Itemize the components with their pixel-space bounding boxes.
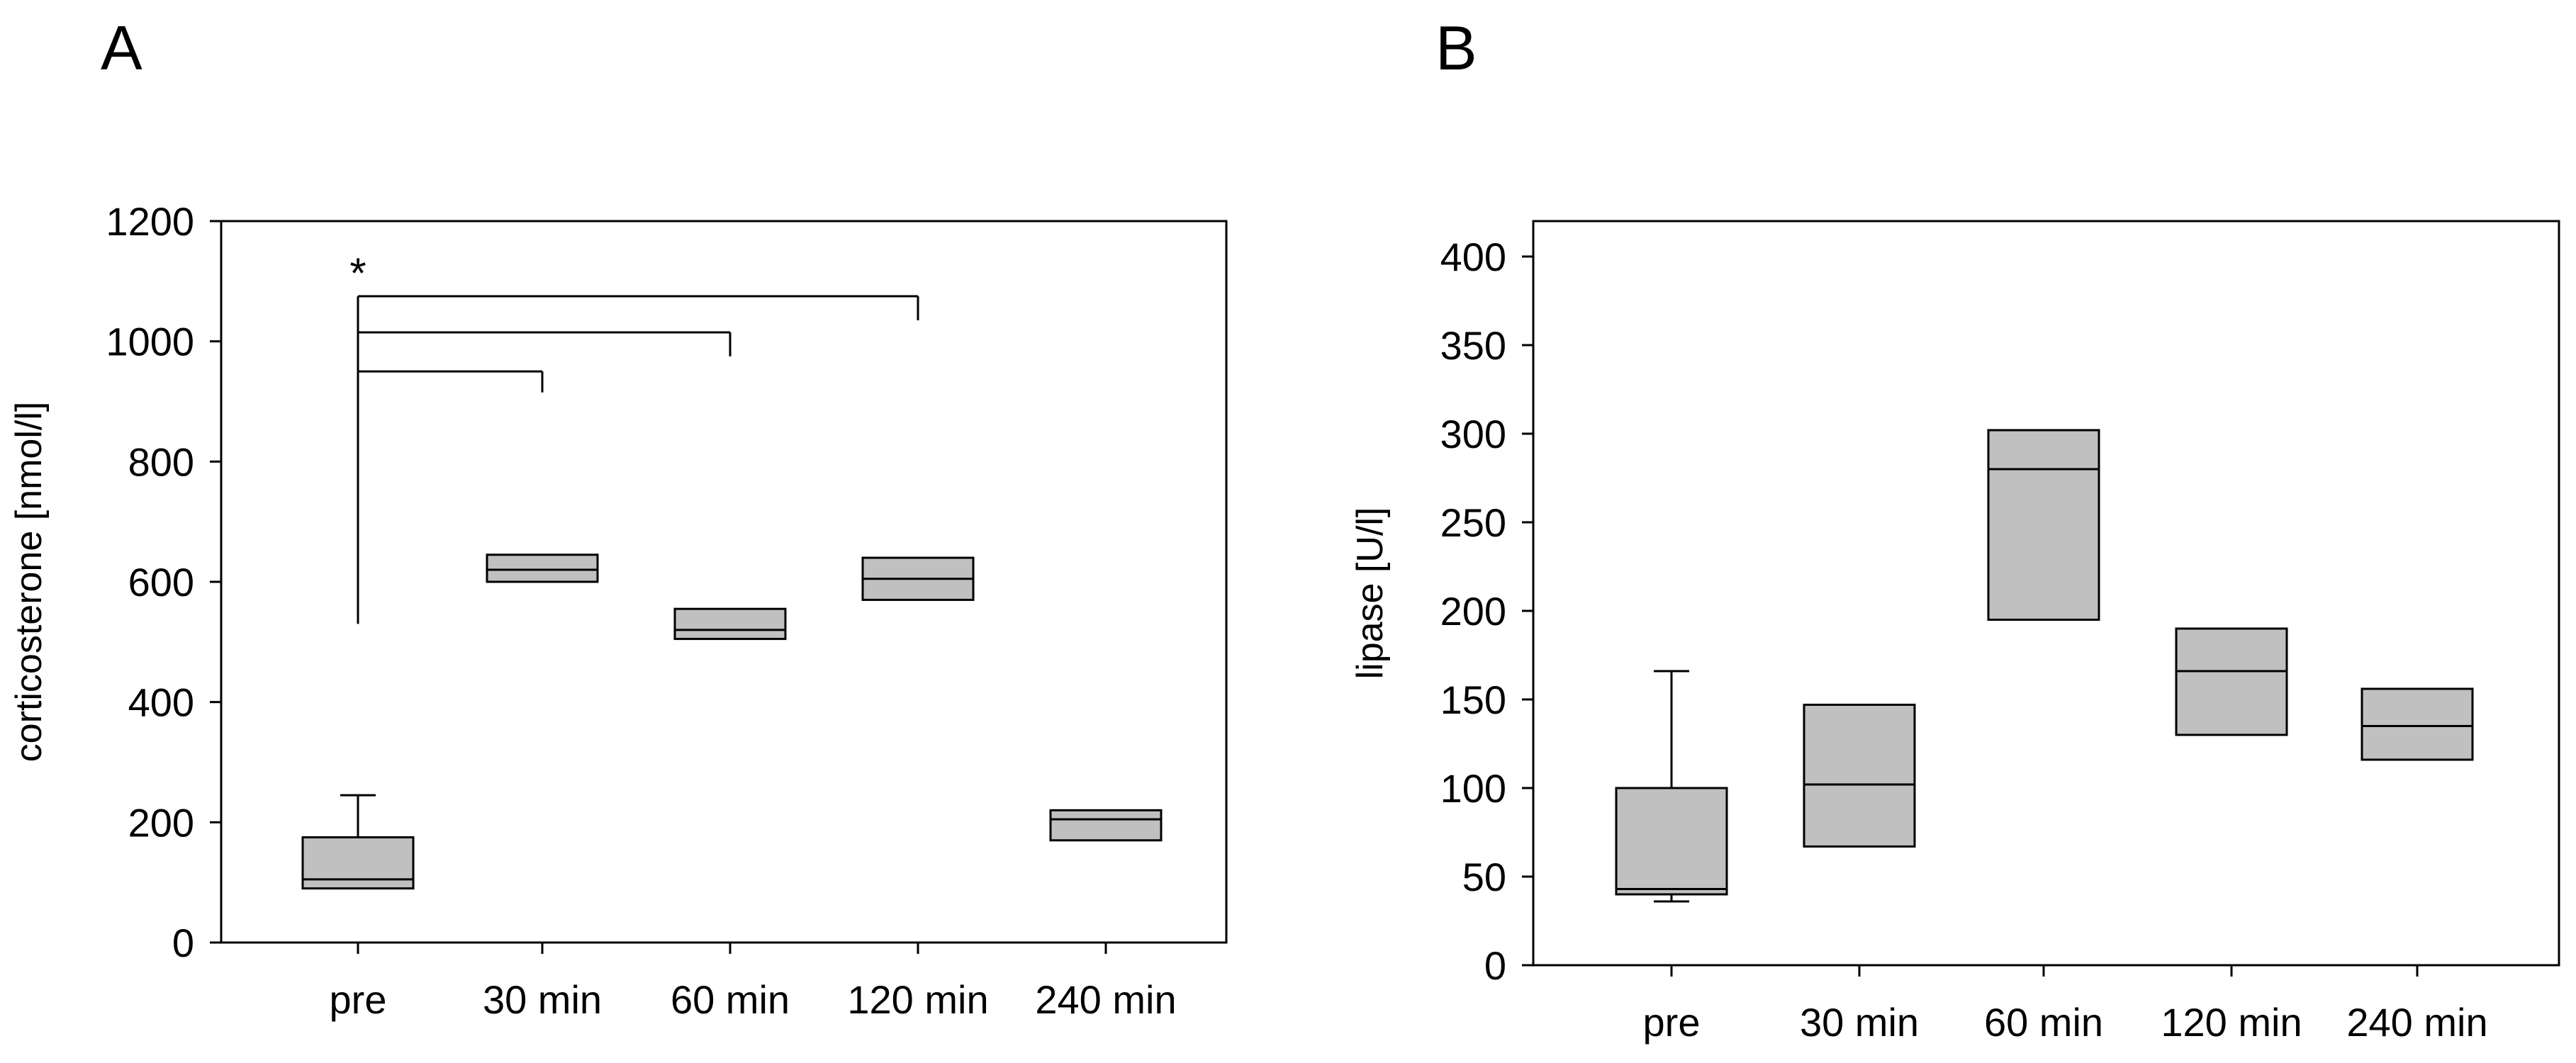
y-tick-label: 1000	[106, 320, 194, 364]
y-tick-label: 250	[1440, 500, 1506, 545]
plot-frame	[1532, 220, 2560, 967]
y-axis-label: corticosterone [nmol/l]	[9, 402, 50, 763]
y-tick-label: 400	[128, 680, 194, 725]
box-120-min	[2175, 627, 2288, 736]
y-tick-label: 0	[172, 921, 194, 965]
box-240-min	[1049, 809, 1163, 842]
y-tick-label: 200	[1440, 589, 1506, 634]
y-tick-label: 350	[1440, 323, 1506, 368]
box-pre	[1615, 787, 1728, 896]
x-tick-label: pre	[330, 977, 387, 1022]
box-30-min	[1803, 704, 1916, 848]
y-tick-label: 0	[1484, 943, 1506, 988]
y-tick-label: 300	[1440, 412, 1506, 456]
y-tick-label: 400	[1440, 235, 1506, 279]
y-tick-label: 50	[1462, 855, 1506, 899]
y-axis-label: lipase [U/l]	[1350, 507, 1391, 680]
panel-b-chart: 0 50 100 150 200 250 300 350 400 pre 30 min 60 min 1…	[1350, 220, 2560, 1045]
y-tick-label: 200	[128, 800, 194, 845]
x-tick-label: 120 min	[847, 977, 988, 1022]
x-tick-label: 60 min	[1984, 1000, 2103, 1045]
y-tick-label: 600	[128, 560, 194, 604]
panel-letter-b: B	[1435, 13, 1477, 83]
x-tick-label: 30 min	[1800, 1000, 1919, 1045]
panel-letter-a: A	[101, 13, 142, 83]
y-tick-label: 100	[1440, 766, 1506, 811]
x-tick-label: 240 min	[1035, 977, 1176, 1022]
x-tick-label: 240 min	[2346, 1000, 2487, 1045]
box-pre	[301, 836, 415, 890]
significance-marker: *	[349, 249, 366, 297]
y-tick-label: 150	[1440, 677, 1506, 722]
y-tick-label: 1200	[106, 199, 194, 244]
box-240-min	[2361, 687, 2474, 761]
box-30-min	[486, 553, 599, 583]
y-tick-label: 800	[128, 439, 194, 484]
x-tick-label: 120 min	[2161, 1000, 2302, 1045]
box-60-min	[673, 607, 787, 641]
box-60-min	[1987, 429, 2100, 621]
panel-a-chart: 0 200 400 600 800 1000 1200 pre 30 min 60 min 120 …	[9, 199, 1228, 1022]
x-tick-label: pre	[1643, 1000, 1701, 1045]
x-tick-label: 60 min	[671, 977, 790, 1022]
x-tick-label: 30 min	[483, 977, 602, 1022]
